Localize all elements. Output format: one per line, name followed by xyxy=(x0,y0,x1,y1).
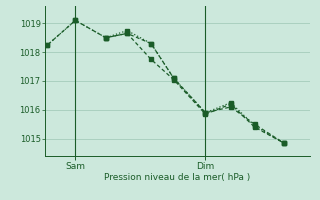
X-axis label: Pression niveau de la mer( hPa ): Pression niveau de la mer( hPa ) xyxy=(104,173,251,182)
